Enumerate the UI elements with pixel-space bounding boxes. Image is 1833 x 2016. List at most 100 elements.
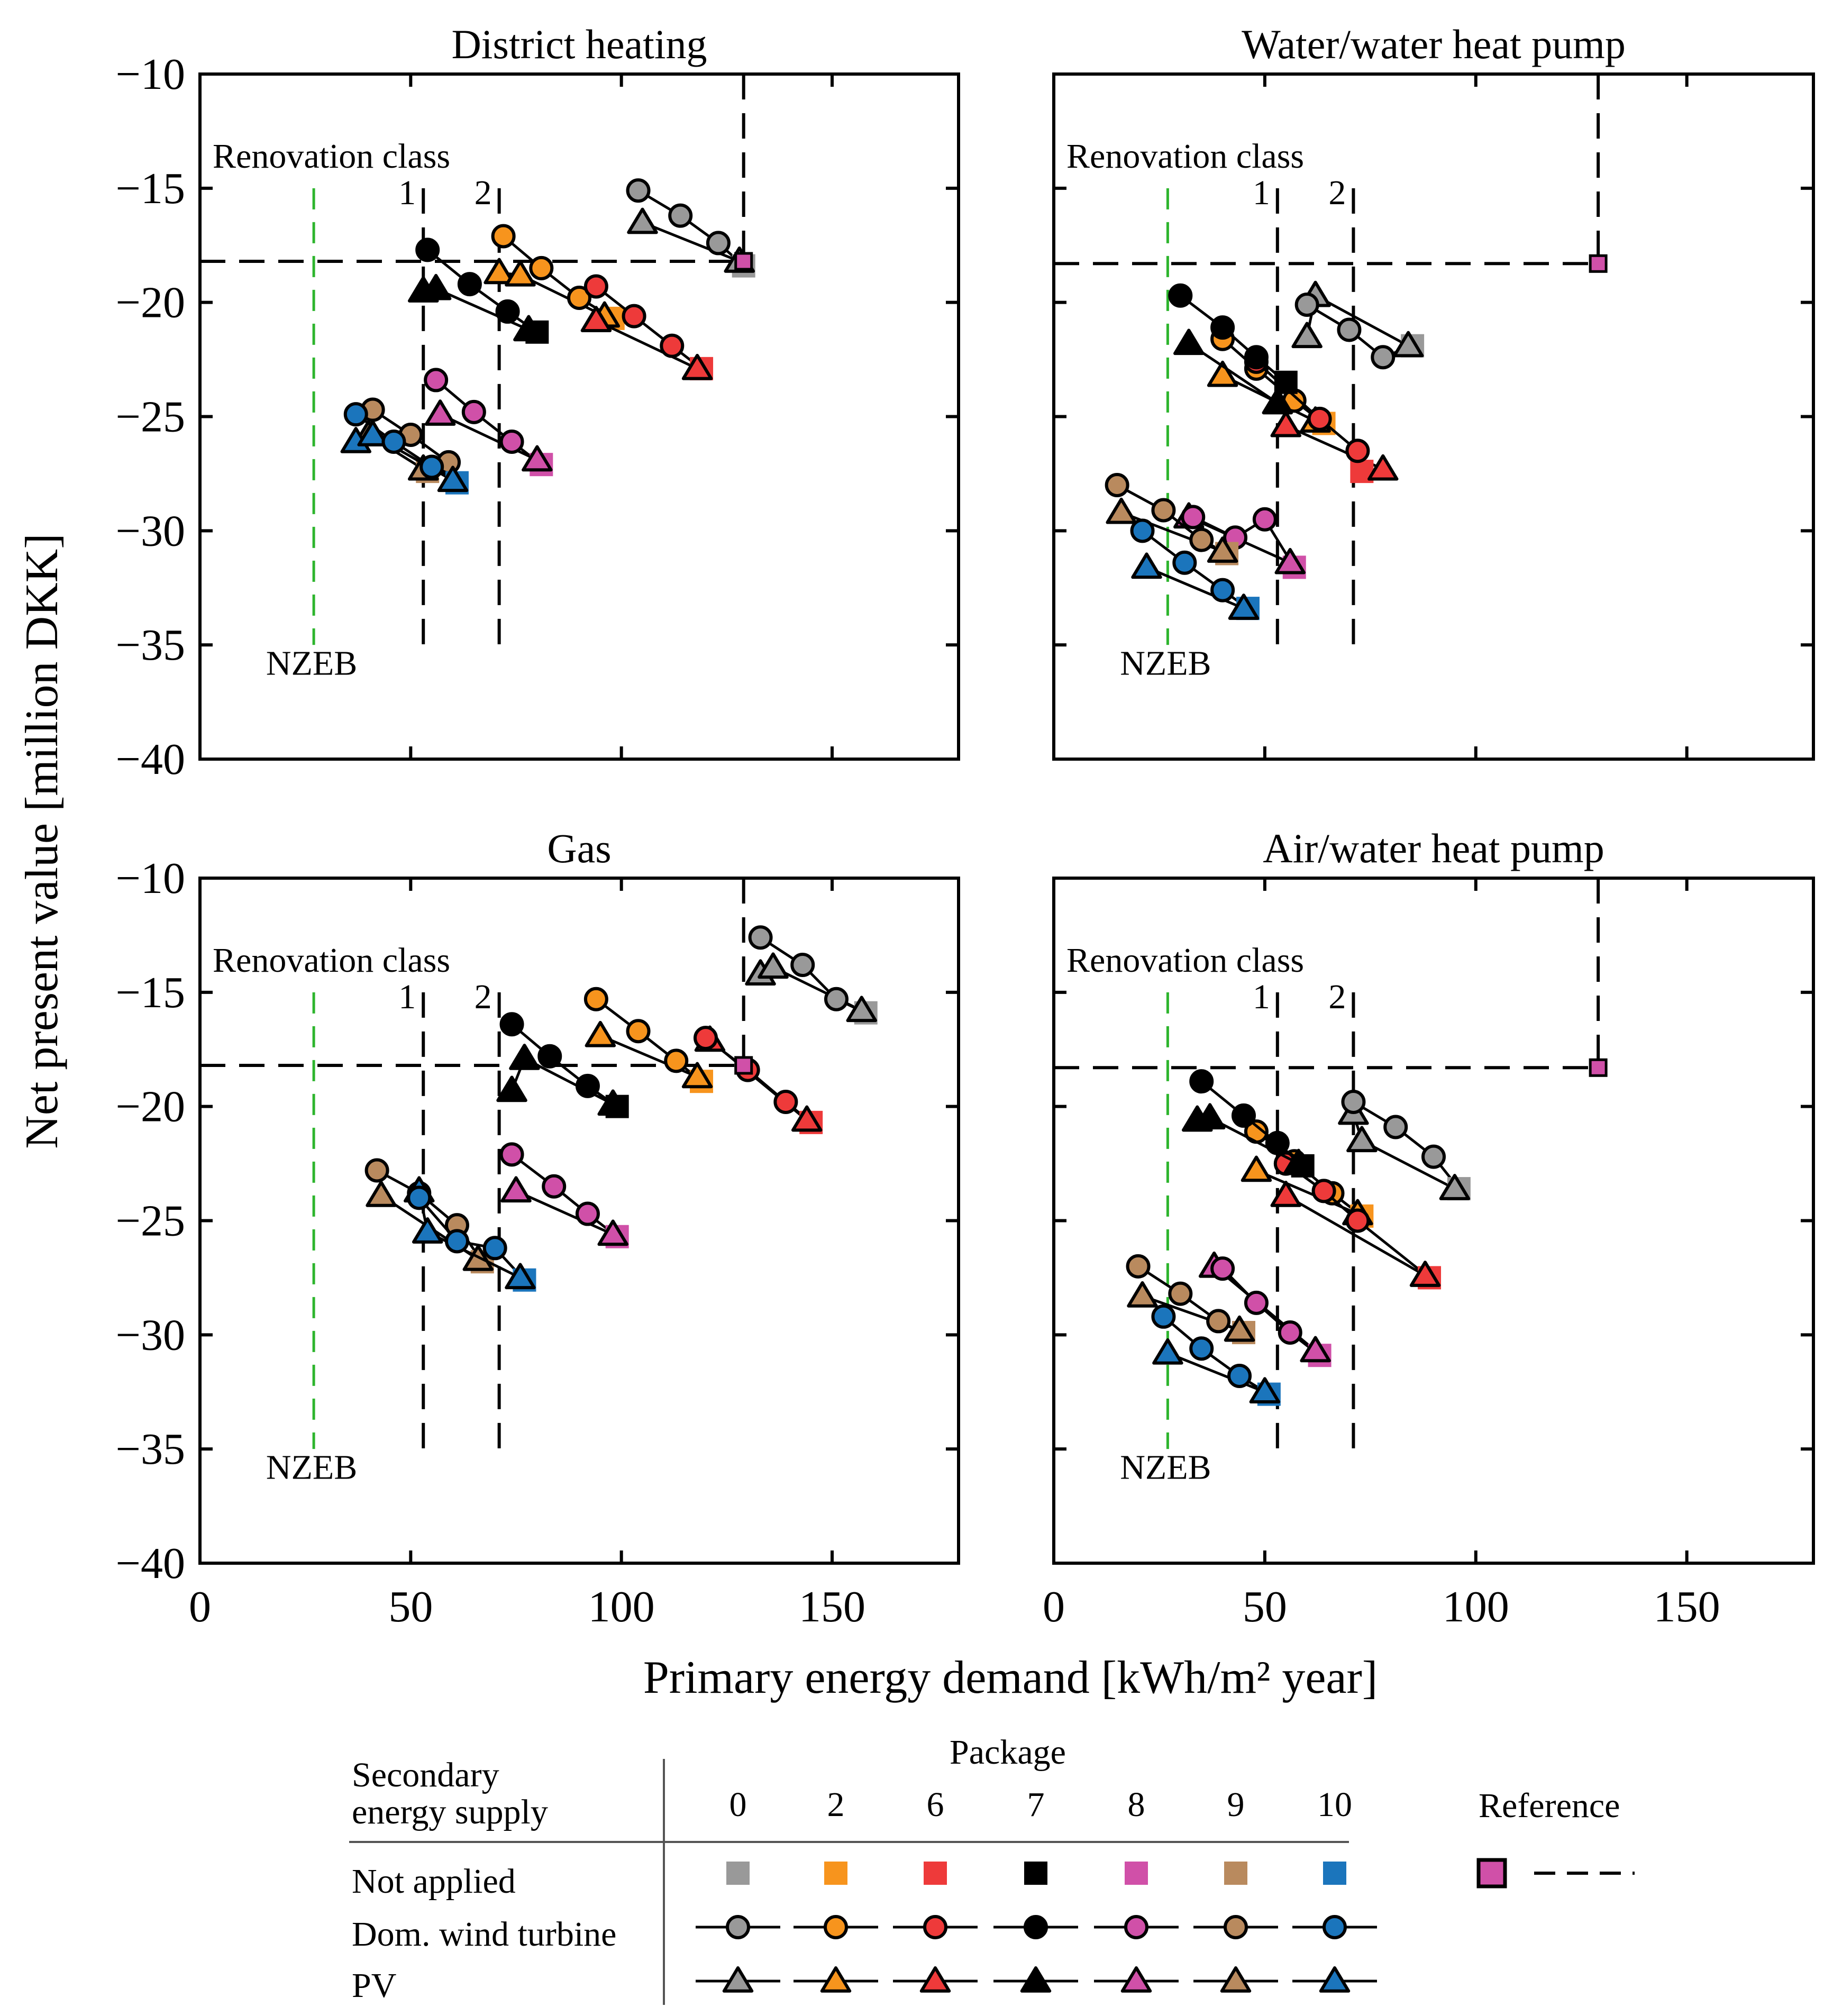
class-1-label: 1 [1253, 174, 1270, 212]
pv-point [1249, 1377, 1281, 1403]
class-2-label: 2 [475, 174, 492, 212]
y-tick-label: −40 [116, 735, 185, 784]
pv-point [1131, 552, 1162, 579]
panel-title: Gas [547, 825, 611, 871]
series-package-6 [694, 1025, 823, 1134]
y-tick-label: −35 [116, 1425, 185, 1474]
pv-point [627, 207, 658, 234]
wind-point [415, 238, 440, 262]
class-1-label: 1 [1253, 978, 1270, 1016]
class-2-label: 2 [1328, 978, 1346, 1016]
legend-col-package-8: 8 [1094, 1785, 1179, 1993]
panel-title: Water/water heat pump [1242, 21, 1626, 67]
wind-point [491, 224, 516, 249]
wind-point [1307, 406, 1332, 431]
wind-point [1181, 505, 1206, 530]
legend-triangle-marker [1020, 1966, 1052, 1993]
series-package-8 [424, 368, 553, 477]
wind-point [660, 333, 685, 358]
legend: Secondary energy supply Package Referenc… [349, 1733, 1635, 2005]
wind-line [595, 998, 703, 1083]
pv-point [513, 315, 544, 342]
pv-point [500, 1176, 532, 1203]
legend-package-label: 8 [1128, 1785, 1145, 1824]
pv-point [580, 306, 612, 332]
renovation-class-label: Renovation class [213, 941, 450, 980]
wind-line [1200, 1080, 1304, 1167]
legend-header-secondary-2: energy supply [352, 1793, 548, 1831]
series-package-10 [404, 1176, 536, 1292]
reference-point [1589, 1058, 1608, 1077]
wind-point [664, 1048, 689, 1073]
pv-point [1106, 497, 1137, 524]
pv-point [597, 1219, 628, 1246]
class-2-label: 2 [475, 978, 492, 1016]
legend-row-wind: Dom. wind turbine [352, 1915, 616, 1954]
wind-point [457, 272, 482, 297]
legend-triangle-marker [1120, 1966, 1152, 1993]
legend-square-marker [824, 1862, 847, 1885]
pv-point [505, 260, 536, 287]
pv-point [1392, 331, 1424, 358]
wind-point [1421, 1144, 1446, 1169]
y-tick-label: −25 [116, 393, 185, 442]
pv-point [1173, 329, 1205, 355]
renovation-class-label: Renovation class [1066, 941, 1304, 980]
legend-package-label: 9 [1227, 1785, 1245, 1824]
wind-point [420, 454, 444, 479]
wind-line [510, 1023, 618, 1108]
wind-point [1189, 1336, 1214, 1361]
legend-col-package-2: 2 [794, 1785, 878, 1993]
wind-point [1172, 550, 1197, 575]
series-package-7 [407, 238, 549, 344]
legend-header-secondary: Secondary [352, 1756, 499, 1794]
x-tick-label: 0 [189, 1582, 211, 1631]
legend-circle-marker [1124, 1915, 1148, 1939]
pv-point [1262, 388, 1293, 415]
legend-circle-marker [1024, 1915, 1048, 1939]
pv-point [1274, 548, 1306, 574]
pv-point [1241, 1155, 1272, 1182]
wind-point [773, 1090, 798, 1115]
series-package-6 [1244, 349, 1399, 484]
wind-point [1345, 1208, 1370, 1233]
panel-title: Air/water heat pump [1263, 825, 1604, 871]
pv-line [1285, 1194, 1426, 1277]
pv-line [642, 221, 740, 263]
series-package-10 [1130, 518, 1260, 621]
x-tick-label: 100 [588, 1582, 655, 1631]
wind-point [583, 274, 608, 299]
y-tick-label: −25 [116, 1197, 185, 1246]
class-1-label: 1 [398, 978, 416, 1016]
wind-point [1210, 315, 1235, 340]
pv-point [357, 420, 388, 446]
series-package-8 [1198, 1251, 1332, 1367]
series-package-0 [1338, 1090, 1471, 1201]
wind-point [343, 402, 368, 427]
pv-point [1367, 454, 1399, 481]
x-tick-label: 0 [1043, 1582, 1065, 1631]
legend-triangle-marker [722, 1966, 754, 1993]
legend-package-label: 0 [729, 1785, 747, 1824]
legend-col-package-10: 10 [1292, 1785, 1377, 1993]
wind-point [748, 925, 773, 950]
y-tick-label: −10 [116, 50, 185, 99]
legend-package-label: 2 [827, 1785, 845, 1824]
pv-point [496, 1075, 527, 1102]
wind-point [668, 203, 693, 228]
wind-line [595, 285, 703, 370]
pv-point [509, 1044, 540, 1070]
y-tick-label: −20 [116, 1082, 185, 1132]
series-package-2 [583, 987, 714, 1093]
legend-circle-marker [923, 1915, 947, 1939]
legend-row-not-applied: Not applied [352, 1862, 516, 1901]
series-package-0 [1291, 280, 1425, 370]
pv-point [1207, 360, 1238, 387]
pv-point [681, 353, 713, 380]
wind-point [495, 299, 520, 324]
wind-point [542, 1174, 567, 1199]
wind-point [1265, 1130, 1290, 1155]
